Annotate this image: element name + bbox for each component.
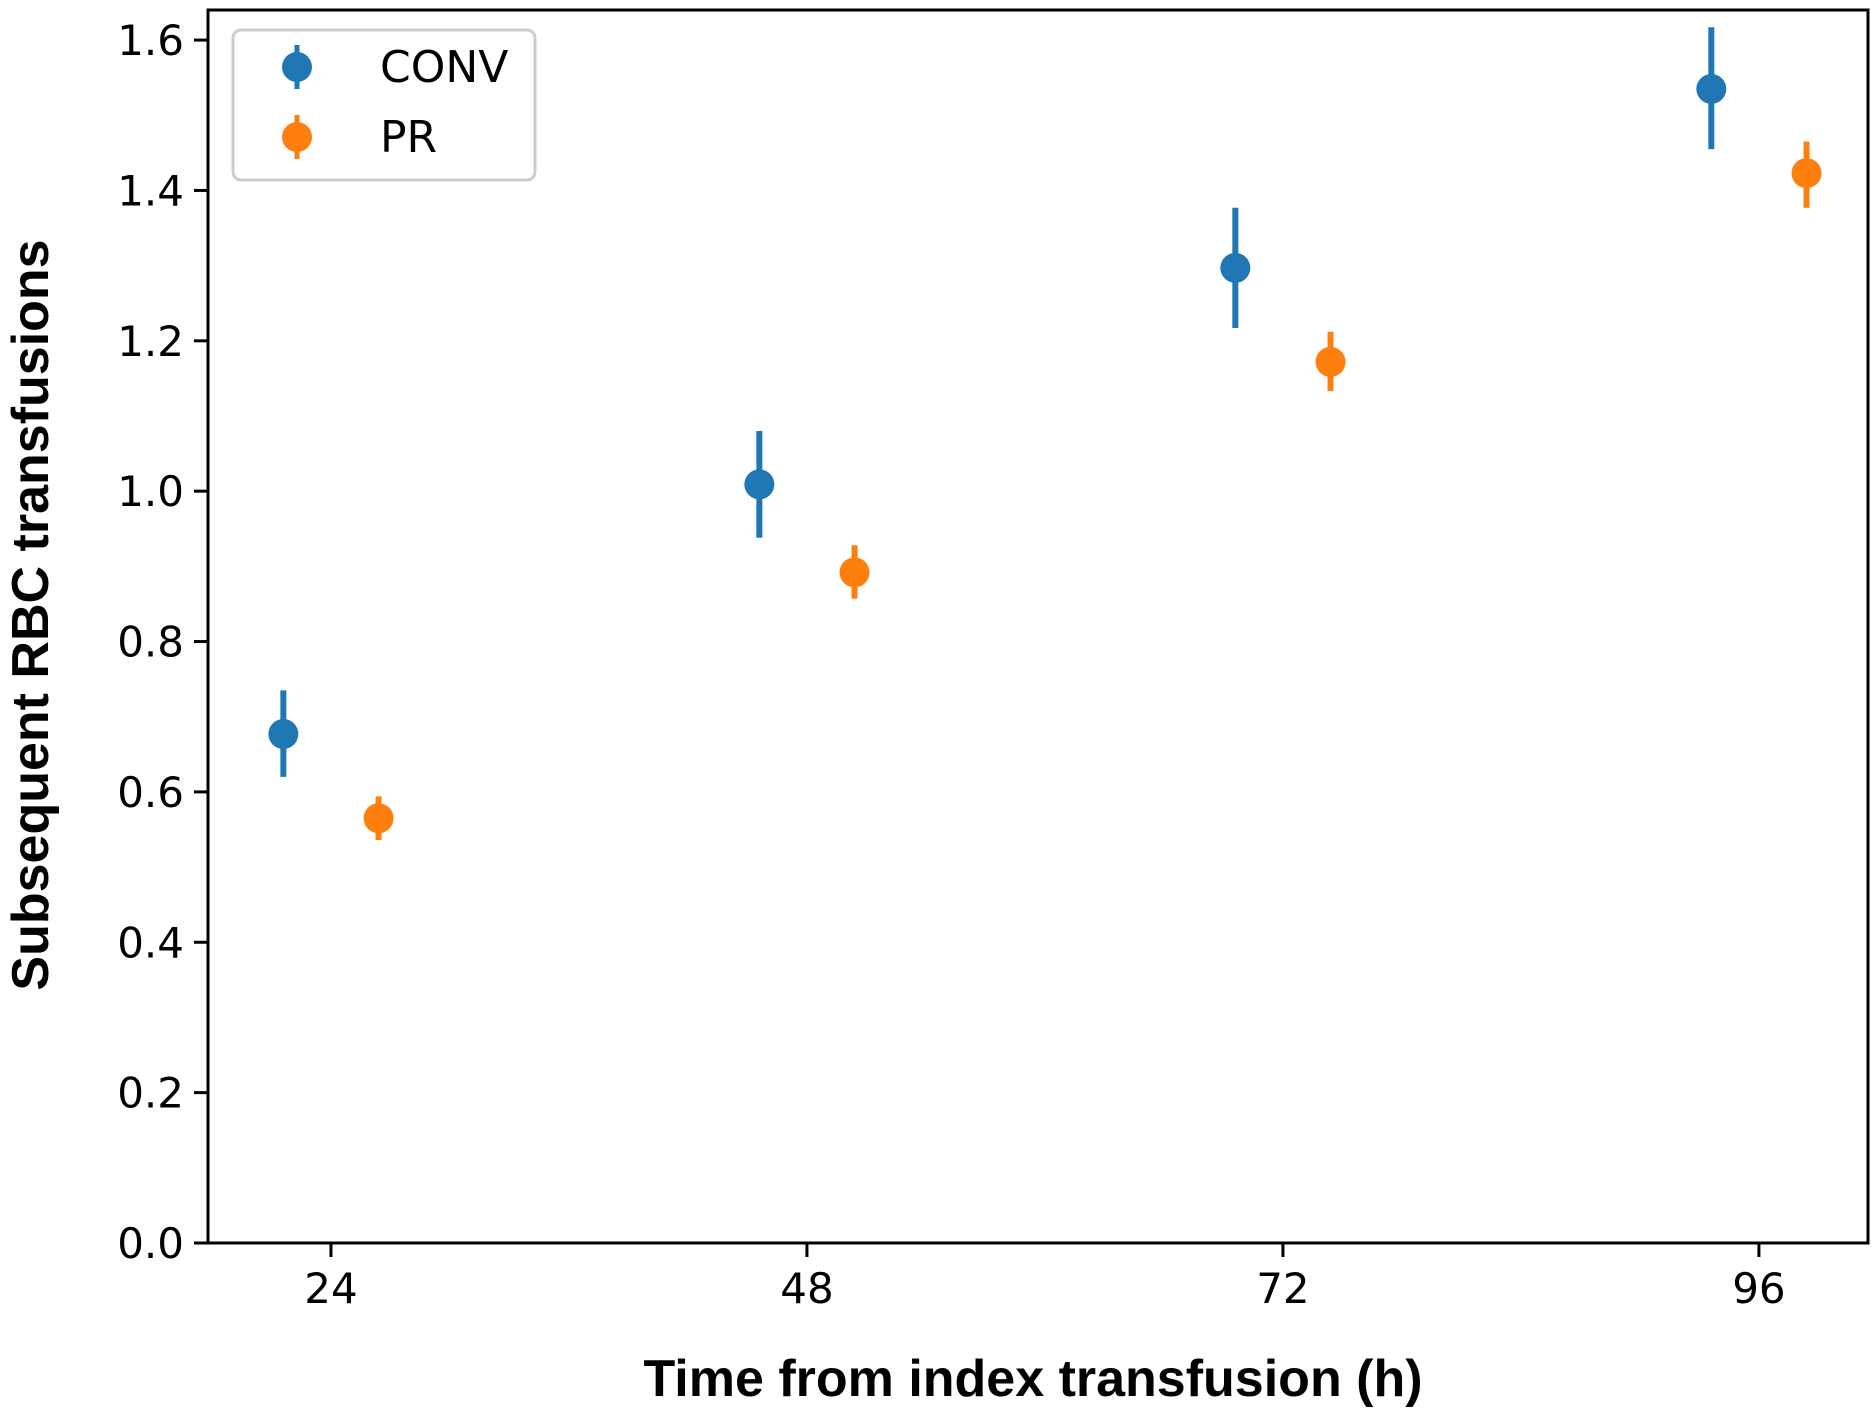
legend-label: CONV <box>380 42 508 93</box>
data-point <box>1315 346 1346 377</box>
x-tick-label: 96 <box>1732 1264 1785 1313</box>
y-tick-label: 1.6 <box>117 16 184 65</box>
data-point <box>1791 158 1822 189</box>
y-tick-label: 1.0 <box>117 467 184 516</box>
x-tick-label: 48 <box>780 1264 833 1313</box>
y-axis-label: Subsequent RBC transfusions <box>2 239 60 990</box>
chart-marks <box>268 27 1822 841</box>
plot-frame <box>206 8 1870 1245</box>
data-point <box>1220 252 1251 283</box>
data-point <box>839 557 870 588</box>
legend-entry-pr: PR <box>282 112 437 163</box>
series-pr <box>363 141 1822 841</box>
y-tick-label: 1.4 <box>117 166 184 215</box>
legend-entry-conv: CONV <box>282 42 508 93</box>
y-tick-label: 0.8 <box>117 618 184 667</box>
data-point <box>363 803 394 834</box>
x-axis-ticks: 24 48 72 96 <box>304 1243 1786 1313</box>
legend-marker <box>282 52 312 82</box>
x-tick-label: 72 <box>1256 1264 1309 1313</box>
data-point <box>268 719 299 750</box>
data-point <box>744 469 775 500</box>
data-point <box>1696 73 1727 104</box>
series-conv <box>268 27 1727 777</box>
legend-label: PR <box>380 112 437 163</box>
y-tick-label: 0.2 <box>117 1069 184 1118</box>
legend: CONV PR <box>231 28 537 182</box>
y-tick-label: 0.4 <box>117 918 184 967</box>
y-tick-label: 0.6 <box>117 768 184 817</box>
y-axis-ticks: 0.0 0.2 0.4 0.6 0.8 1.0 1.2 1.4 1.6 <box>117 16 208 1268</box>
y-tick-label: 0.0 <box>117 1219 184 1268</box>
x-tick-label: 24 <box>304 1264 357 1313</box>
y-tick-label: 1.2 <box>117 317 184 366</box>
legend-marker <box>282 122 312 152</box>
x-axis-label: Time from index transfusion (h) <box>643 1350 1422 1408</box>
